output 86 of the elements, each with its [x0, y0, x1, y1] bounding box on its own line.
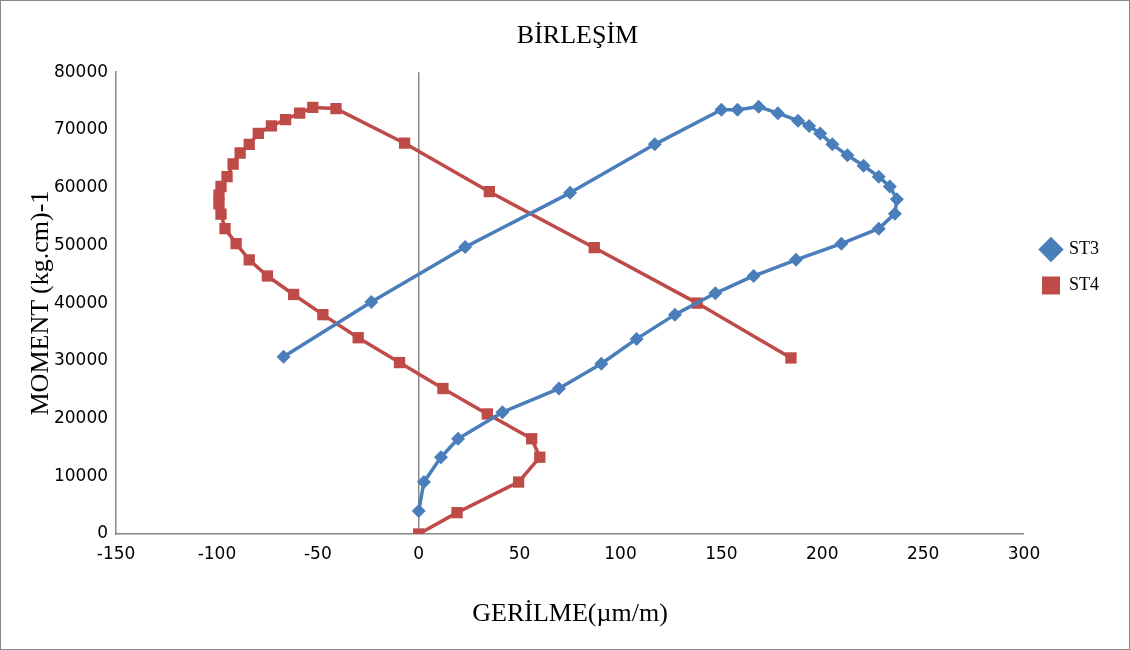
point — [317, 308, 329, 321]
x-tick-label: 200 — [806, 542, 839, 563]
point — [594, 356, 609, 371]
point — [791, 113, 806, 128]
point — [215, 180, 227, 193]
legend-label: ST4 — [1068, 274, 1100, 295]
x-tick-label: 250 — [906, 542, 940, 563]
point — [252, 127, 264, 140]
point — [813, 126, 828, 141]
point — [889, 192, 904, 207]
y-tick-label: 0 — [97, 522, 109, 543]
point — [825, 137, 840, 152]
point — [261, 270, 274, 282]
y-tick-label: 10000 — [53, 464, 109, 485]
point — [551, 381, 566, 396]
point — [495, 405, 510, 420]
point — [230, 237, 242, 250]
point — [294, 107, 306, 119]
point — [352, 332, 364, 344]
x-tick-label: 300 — [1007, 542, 1041, 563]
x-tick-label: 100 — [604, 542, 637, 563]
point — [563, 185, 578, 200]
point — [512, 476, 525, 488]
point — [856, 158, 871, 173]
point — [526, 433, 538, 445]
x-tick-label: -150 — [96, 542, 136, 563]
point — [802, 118, 817, 133]
point — [411, 503, 426, 518]
point — [708, 286, 723, 301]
y-tick-label: 70000 — [53, 118, 109, 139]
x-tick-label: -50 — [303, 542, 332, 563]
point — [588, 242, 600, 254]
point — [437, 382, 449, 395]
y-tick-label: 30000 — [53, 349, 109, 370]
legend-label: ST3 — [1068, 238, 1100, 259]
x-tick-label: 150 — [705, 542, 738, 563]
point — [215, 208, 227, 220]
point — [629, 331, 644, 346]
y-axis-title: MOMENT (kg.cm)-1 — [24, 190, 54, 416]
point — [882, 179, 897, 194]
point — [667, 307, 682, 322]
point — [451, 431, 466, 446]
y-tick-label: 80000 — [53, 60, 109, 81]
x-tick-label: 50 — [508, 542, 531, 563]
point — [770, 106, 785, 121]
point — [746, 268, 761, 283]
point — [451, 506, 463, 519]
point — [785, 352, 797, 364]
point — [871, 221, 886, 236]
point — [458, 240, 473, 255]
point — [483, 186, 495, 198]
point — [840, 148, 855, 163]
point — [219, 222, 231, 235]
point — [730, 102, 745, 117]
point — [714, 102, 729, 117]
point — [221, 171, 233, 183]
point — [647, 137, 662, 152]
point — [393, 356, 406, 369]
point — [276, 349, 291, 364]
point — [243, 138, 255, 151]
point — [834, 236, 849, 251]
y-tick-label: 60000 — [53, 176, 109, 197]
point — [279, 113, 292, 126]
point — [265, 120, 278, 132]
point — [398, 137, 411, 149]
x-tick-label: -100 — [197, 542, 237, 563]
point — [751, 99, 766, 114]
point — [330, 102, 342, 115]
x-axis-title: GERİLME(µm/m) — [472, 597, 668, 627]
point — [871, 169, 886, 184]
point — [433, 450, 448, 465]
x-tick-label: 0 — [413, 542, 425, 563]
chart-title: BİRLEŞİM — [516, 20, 639, 50]
point — [307, 101, 319, 114]
point — [227, 158, 239, 170]
y-tick-label: 20000 — [53, 406, 109, 427]
point — [243, 254, 255, 266]
point — [534, 451, 546, 463]
y-tick-label: 40000 — [53, 291, 109, 312]
point — [287, 288, 300, 301]
y-tick-label: 50000 — [53, 233, 109, 254]
point — [416, 475, 431, 490]
point — [364, 294, 379, 309]
point — [887, 206, 902, 221]
point — [789, 252, 804, 267]
point — [234, 147, 246, 159]
